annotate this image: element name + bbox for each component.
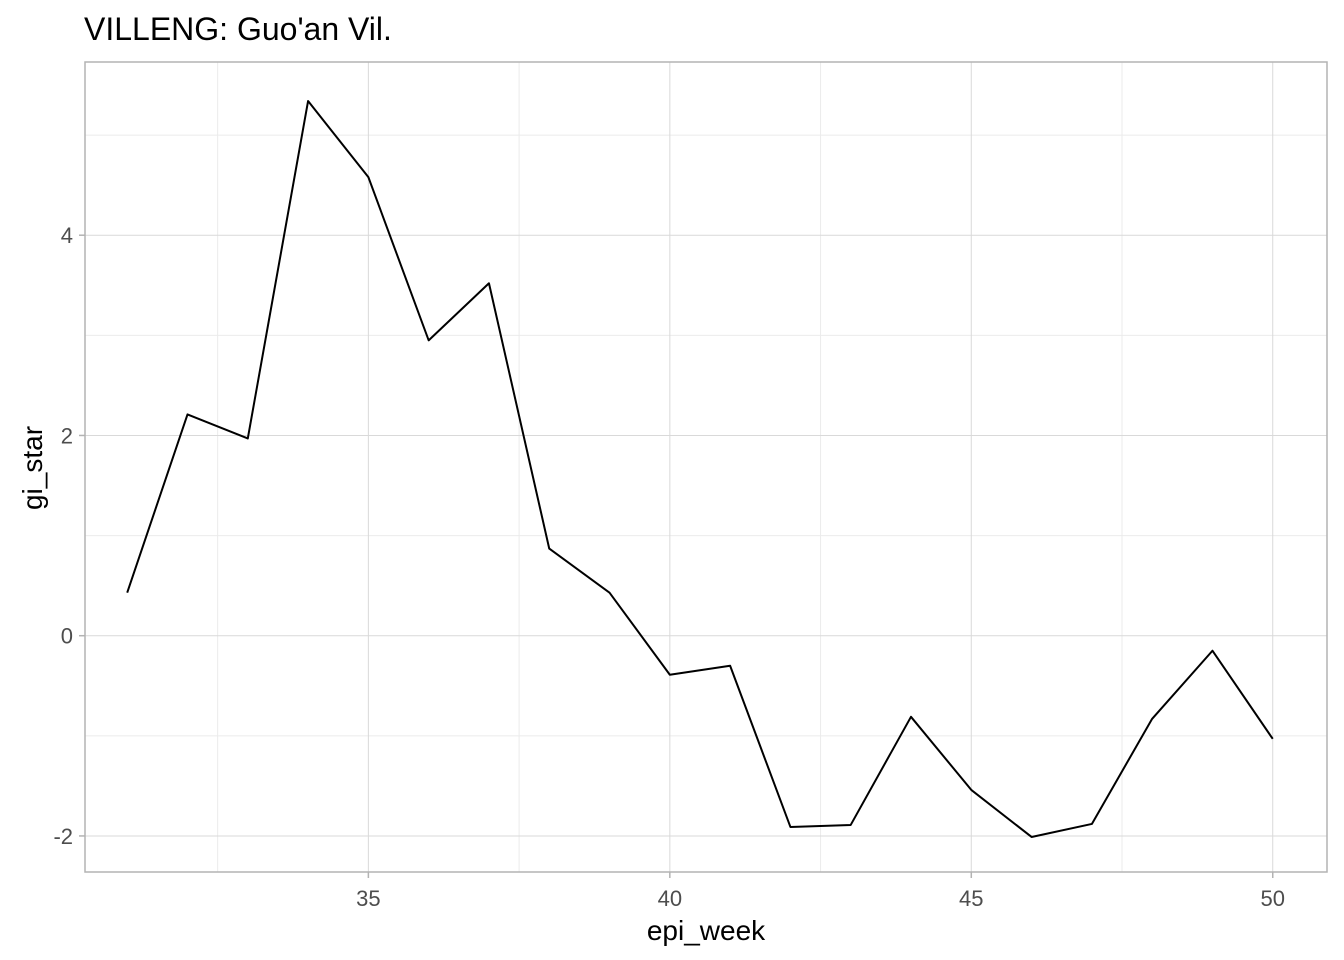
y-axis-title: gi_star <box>17 426 48 510</box>
x-tick-label: 50 <box>1260 886 1284 911</box>
y-tick-label: 4 <box>61 223 73 248</box>
y-tick-label: -2 <box>53 824 73 849</box>
x-axis-title: epi_week <box>647 915 766 946</box>
x-tick-label: 35 <box>356 886 380 911</box>
y-tick-label: 2 <box>61 423 73 448</box>
y-axis-ticks: -2 0 2 4 <box>53 223 85 849</box>
x-axis-ticks: 35 40 45 50 <box>356 872 1285 911</box>
y-tick-label: 0 <box>61 624 73 649</box>
chart-title: VILLENG: Guo'an Vil. <box>84 11 392 47</box>
major-gridlines <box>85 62 1327 872</box>
x-tick-label: 45 <box>959 886 983 911</box>
x-tick-label: 40 <box>658 886 682 911</box>
panel-border <box>84 61 1328 873</box>
minor-gridlines <box>85 62 1327 872</box>
series-line <box>126 100 1274 838</box>
